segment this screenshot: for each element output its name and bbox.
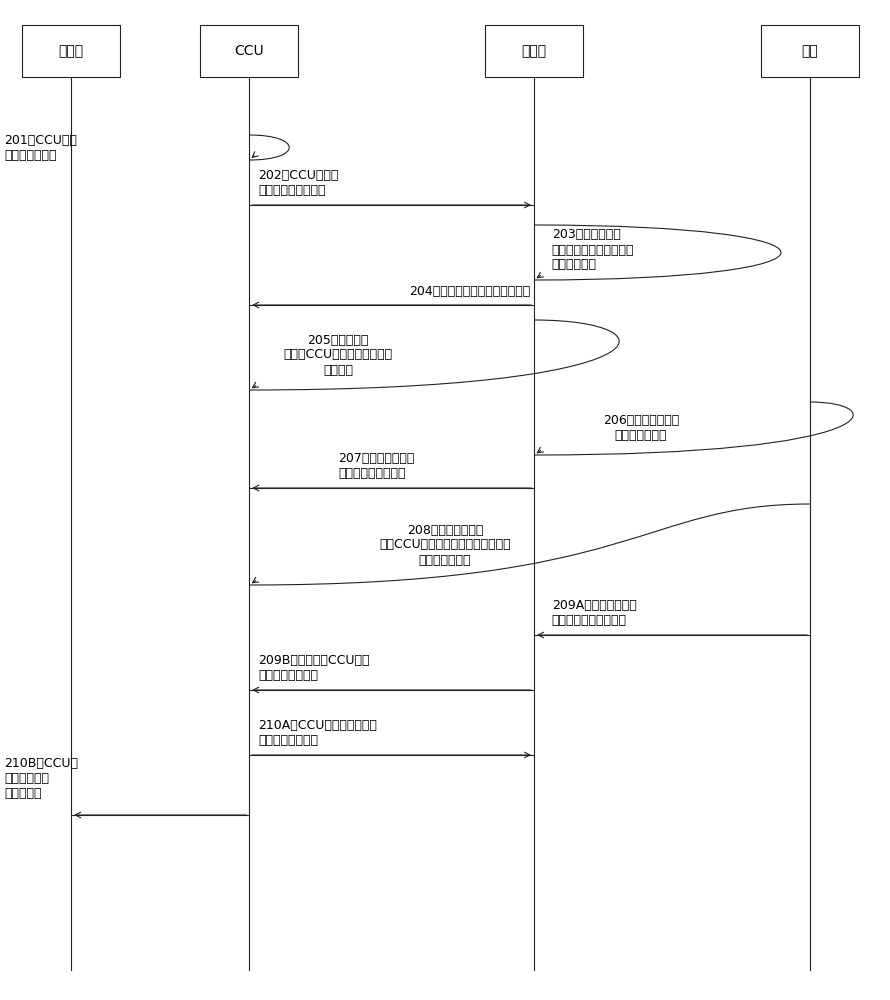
Text: 201，CCU获取
电子枪标识信息: 201，CCU获取 电子枪标识信息 bbox=[4, 134, 77, 162]
Text: 203，抛靶机将飞
碟加载到抛盘上，飞碟唤
醒后进行自检: 203，抛靶机将飞 碟加载到抛盘上，飞碟唤 醒后进行自检 bbox=[552, 229, 635, 271]
Text: 204，飞碟唤醒失败，抛靶机退碟: 204，飞碟唤醒失败，抛靶机退碟 bbox=[409, 285, 530, 298]
FancyBboxPatch shape bbox=[22, 25, 120, 77]
Text: 206，飞碟唤醒成功
，执行注册过程: 206，飞碟唤醒成功 ，执行注册过程 bbox=[603, 414, 679, 442]
Text: 202，CCU向抛靶
机发送飞碟加载命令: 202，CCU向抛靶 机发送飞碟加载命令 bbox=[258, 169, 338, 197]
Text: 飞碟: 飞碟 bbox=[802, 44, 818, 58]
Text: 电子枪: 电子枪 bbox=[59, 44, 84, 58]
FancyBboxPatch shape bbox=[761, 25, 859, 77]
Text: 208，飞碟注册失败
时，CCU发送退碟命令，抛靶机将被
加载的飞碟退出: 208，飞碟注册失败 时，CCU发送退碟命令，抛靶机将被 加载的飞碟退出 bbox=[379, 524, 511, 566]
Text: 210B，CCU向
抛靶机和电子
枪发送命令: 210B，CCU向 抛靶机和电子 枪发送命令 bbox=[4, 757, 78, 800]
Text: 209B，抛靶机向CCU发送
加载成功响应消息: 209B，抛靶机向CCU发送 加载成功响应消息 bbox=[258, 654, 369, 682]
Text: 209A，飞碟向抛靶机
发送注册成功响应消息: 209A，飞碟向抛靶机 发送注册成功响应消息 bbox=[552, 599, 636, 627]
Text: 210A，CCU接收到抛靶机发
送的加载成功响应: 210A，CCU接收到抛靶机发 送的加载成功响应 bbox=[258, 719, 377, 747]
Text: 207，飞碟注册失败
时，抛靶机飞碟退出: 207，飞碟注册失败 时，抛靶机飞碟退出 bbox=[338, 452, 415, 480]
FancyBboxPatch shape bbox=[200, 25, 298, 77]
Text: CCU: CCU bbox=[234, 44, 264, 58]
FancyBboxPatch shape bbox=[485, 25, 583, 77]
Text: 205，飞碟唤醒
失败，CCU发送退碟命令，抛
靶机退碟: 205，飞碟唤醒 失败，CCU发送退碟命令，抛 靶机退碟 bbox=[284, 334, 392, 376]
Text: 抛靶机: 抛靶机 bbox=[522, 44, 546, 58]
